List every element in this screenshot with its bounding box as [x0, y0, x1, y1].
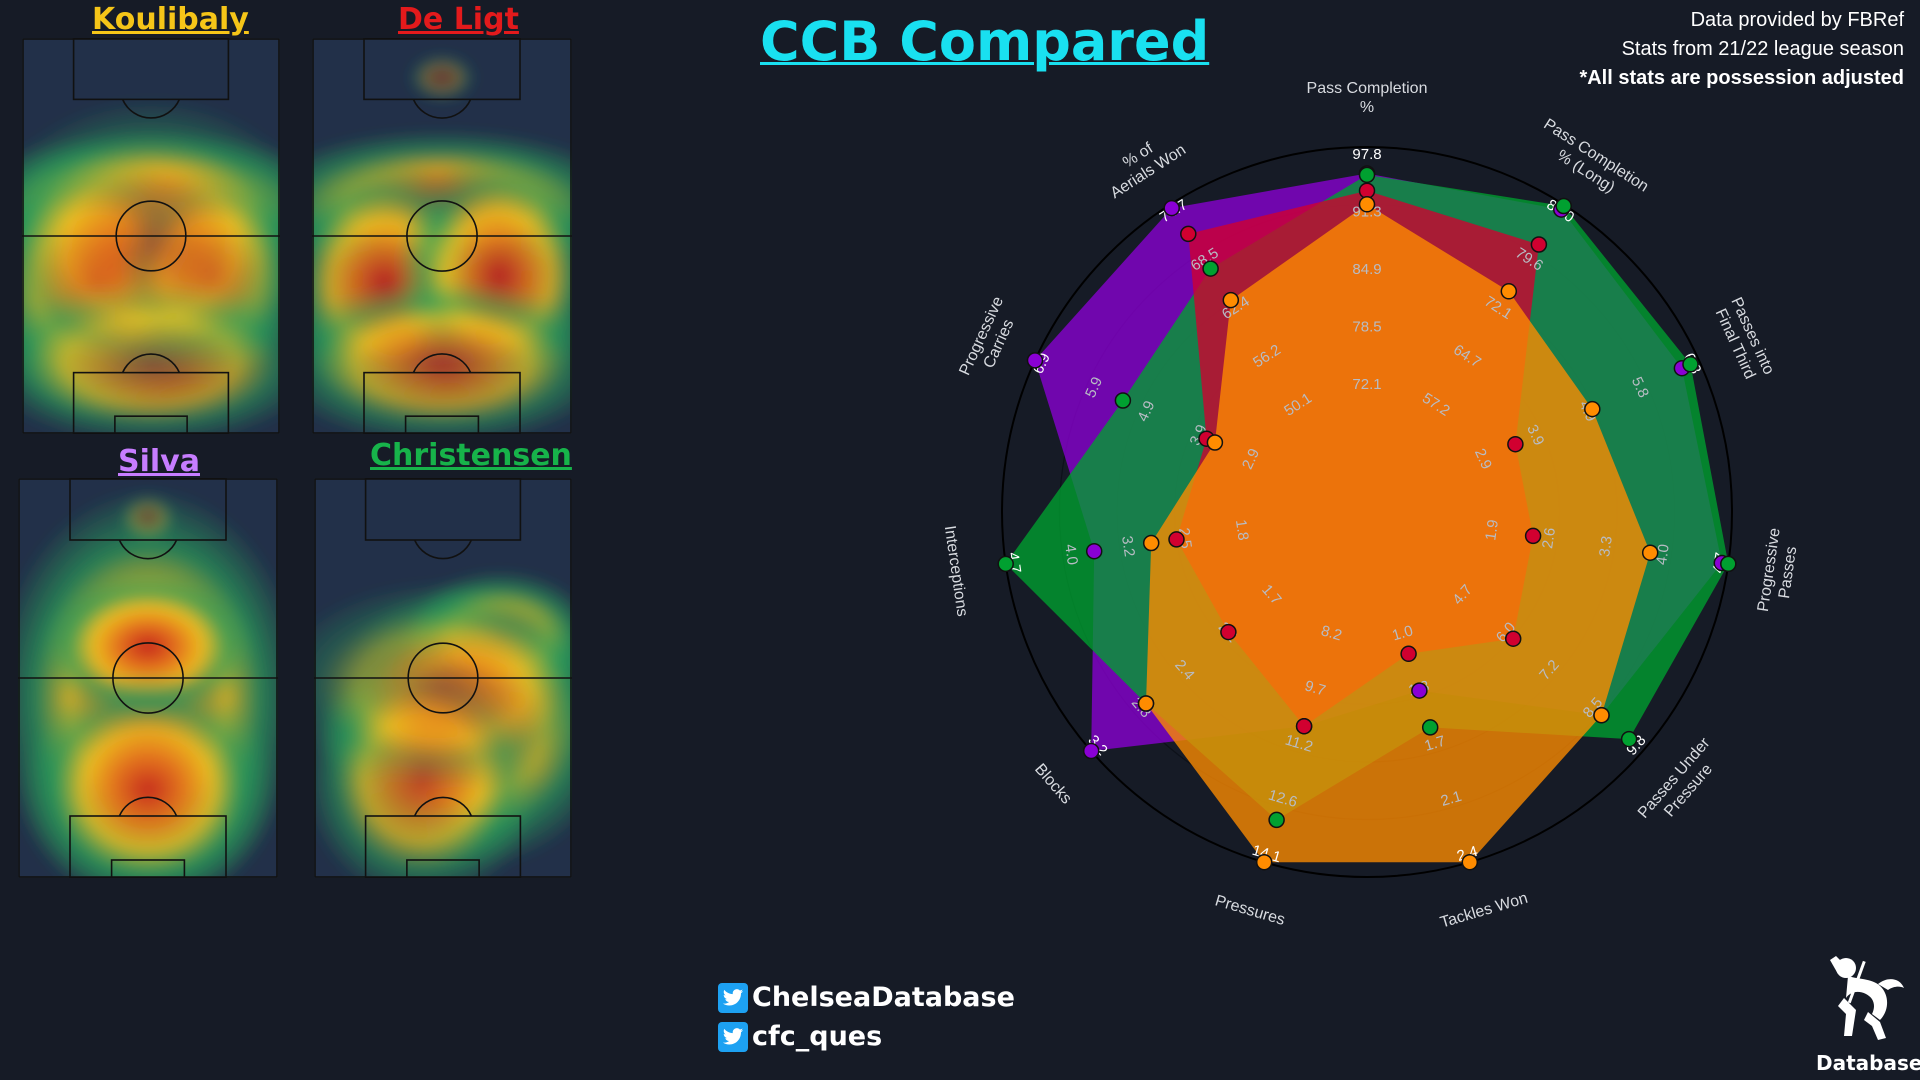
- axis-label-pass-completion: Pass Completion%: [1307, 80, 1428, 116]
- player-name-de-ligt: De Ligt: [398, 2, 519, 37]
- tick-label: 1.8: [1232, 518, 1252, 541]
- data-point-silva: [1082, 742, 1100, 760]
- axis-label-tackles-won: Tackles Won: [1438, 890, 1530, 932]
- data-point-koulibaly: [1584, 400, 1601, 418]
- axis-label-interceptions: Interceptions: [941, 525, 971, 618]
- database-logo: Database: [1816, 950, 1920, 1075]
- data-point-de-ligt: [1504, 630, 1522, 647]
- data-point-de-ligt: [1530, 236, 1548, 253]
- data-point-koulibaly: [1206, 434, 1224, 451]
- player-name-koulibaly: Koulibaly: [92, 2, 249, 37]
- social-handle-2[interactable]: cfc_ques: [718, 1021, 882, 1052]
- tick-label: 8.2: [1319, 622, 1344, 644]
- axis-label-pressures: Pressures: [1213, 892, 1287, 929]
- heatmap-christensen: [314, 478, 572, 878]
- data-point-christensen: [1202, 260, 1219, 277]
- data-point-koulibaly: [1461, 853, 1479, 871]
- tick-label: 4.0: [1061, 543, 1081, 566]
- source-line-1: Data provided by FBRef: [1690, 9, 1904, 31]
- data-point-silva: [1085, 542, 1103, 560]
- data-point-christensen: [1421, 719, 1439, 736]
- heatmap-silva: [18, 478, 278, 878]
- tick-label: 84.9: [1352, 261, 1381, 278]
- data-point-de-ligt: [1524, 527, 1542, 545]
- data-point-koulibaly: [1137, 695, 1155, 712]
- axis-label-blocks: Blocks: [1031, 761, 1075, 808]
- data-point-christensen: [1620, 730, 1638, 748]
- data-point-christensen: [1114, 392, 1132, 409]
- player-name-christensen: Christensen: [370, 438, 572, 473]
- data-point-koulibaly: [1641, 544, 1659, 561]
- data-point-de-ligt: [1168, 531, 1185, 548]
- data-point-koulibaly: [1593, 706, 1610, 724]
- heatmap-de-ligt: [312, 38, 572, 434]
- data-point-de-ligt: [1400, 645, 1417, 663]
- axis-label--of-aerials-won: % ofAerials Won: [1097, 125, 1189, 202]
- data-point-christensen: [1358, 166, 1376, 184]
- source-line-2: Stats from 21/22 league season: [1621, 38, 1904, 60]
- axis-label-progressive-carries: ProgressiveCarries: [956, 294, 1024, 386]
- tick-label: 1.9: [1482, 518, 1502, 541]
- social-handle-text-1: ChelseaDatabase: [752, 982, 1015, 1013]
- data-point-koulibaly: [1358, 196, 1376, 213]
- heatmap-koulibaly: [22, 38, 280, 434]
- data-point-silva: [1163, 199, 1180, 217]
- tick-label: 1.0: [1390, 622, 1415, 644]
- tick-label: 4.0: [1653, 543, 1673, 566]
- tick-label: 3.2: [1118, 535, 1138, 558]
- chart-title: CCB Compared: [760, 10, 1210, 73]
- tick-label: 3.3: [1596, 535, 1616, 558]
- radar-chart: 72.178.584.991.397.857.264.772.179.687.0…: [941, 80, 1800, 932]
- twitter-bird-icon: [718, 982, 748, 1013]
- data-point-silva: [1026, 352, 1044, 369]
- axis-label-progressive-passes: ProgressivePasses: [1755, 527, 1800, 616]
- chelsea-lion-icon: [1830, 956, 1904, 1040]
- data-point-christensen: [1268, 811, 1285, 829]
- logo-text: Database: [1816, 1051, 1920, 1075]
- tick-label: 2.6: [1539, 527, 1559, 550]
- data-point-christensen: [1720, 555, 1737, 573]
- data-point-christensen: [997, 555, 1014, 573]
- social-handle-text-2: cfc_ques: [752, 1021, 883, 1052]
- data-point-koulibaly: [1255, 853, 1273, 871]
- tick-label: 97.8: [1352, 146, 1381, 163]
- tick-label: 72.1: [1352, 376, 1381, 393]
- axis-label-passes-into-final-third: Passes intoFinal Third: [1710, 295, 1777, 385]
- data-point-de-ligt: [1358, 182, 1376, 199]
- data-point-silva: [1411, 682, 1428, 699]
- grid-circle: [1001, 146, 1733, 878]
- tick-label: 2.1: [1439, 788, 1464, 810]
- data-point-koulibaly: [1222, 291, 1240, 309]
- data-point-de-ligt: [1295, 717, 1313, 735]
- player-name-silva: Silva: [118, 444, 200, 479]
- data-point-koulibaly: [1142, 534, 1160, 552]
- radar-area-koulibaly: [1146, 204, 1651, 863]
- twitter-bird-icon: [718, 1021, 748, 1052]
- data-point-christensen: [1682, 356, 1699, 373]
- tick-label: 1.7: [1423, 733, 1448, 755]
- social-handle-1[interactable]: ChelseaDatabase: [718, 982, 1015, 1013]
- source-line-3: *All stats are possession adjusted: [1579, 67, 1904, 89]
- axis-label-passes-under-pressure: Passes UnderPressure: [1635, 734, 1728, 834]
- data-point-de-ligt: [1180, 225, 1197, 243]
- data-point-koulibaly: [1500, 283, 1518, 300]
- tick-label: 9.7: [1303, 677, 1328, 699]
- data-source-note: Data provided by FBRef Stats from 21/22 …: [1579, 6, 1904, 93]
- data-point-christensen: [1555, 197, 1572, 215]
- axis-label-pass-completion-long: Pass Completion% (Long): [1530, 116, 1651, 212]
- data-point-de-ligt: [1220, 623, 1237, 641]
- tick-label: 78.5: [1352, 318, 1381, 335]
- data-point-de-ligt: [1507, 435, 1524, 453]
